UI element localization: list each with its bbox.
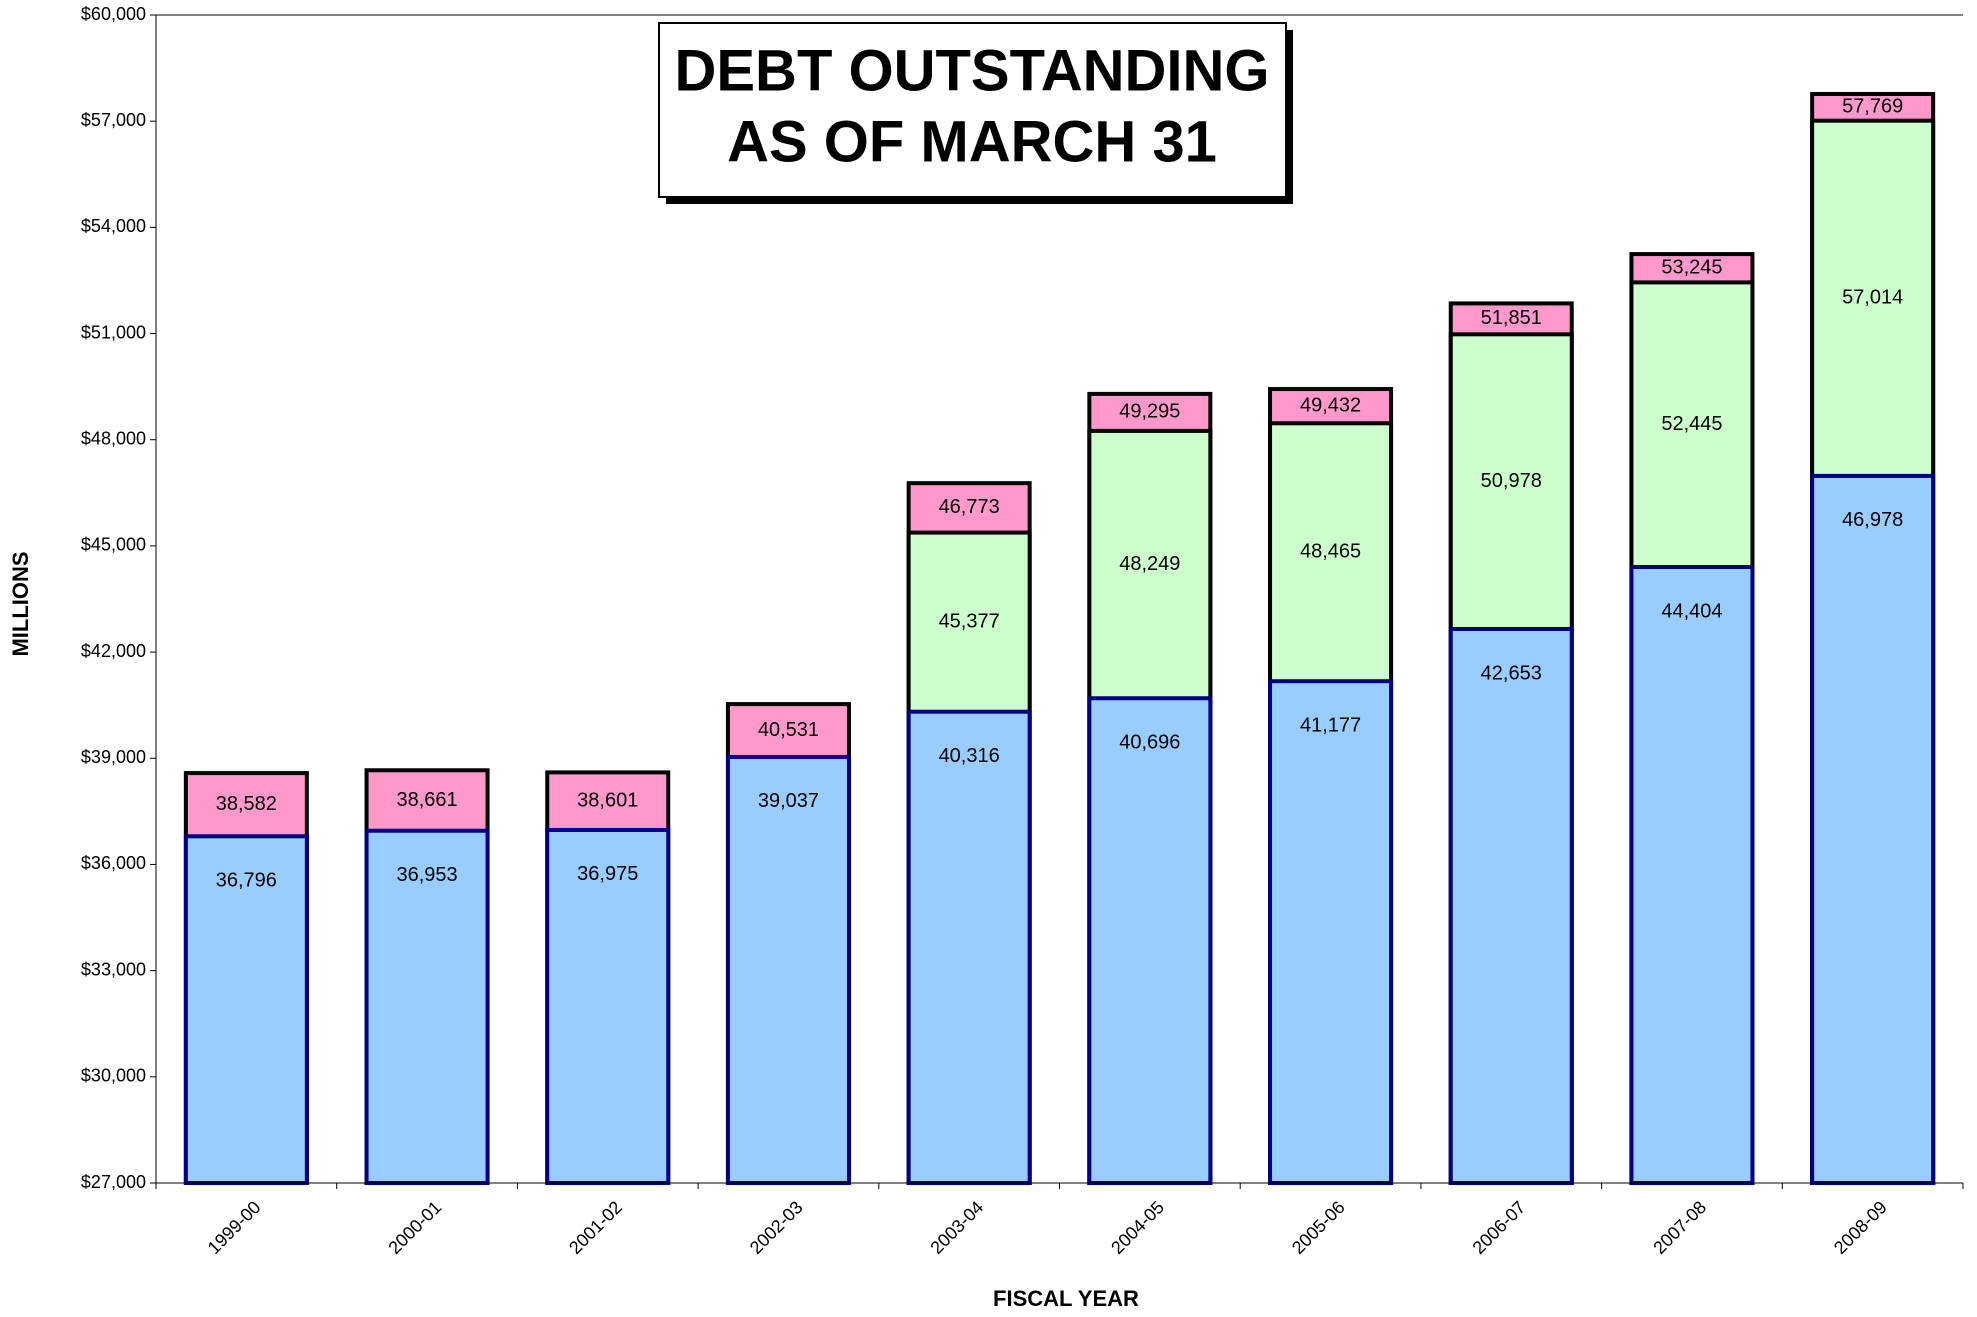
- y-tick-label: $39,000: [81, 747, 146, 767]
- y-tick-label: $36,000: [81, 853, 146, 873]
- x-tick-label: 2005-06: [1288, 1197, 1349, 1258]
- x-tick-label: 2007-08: [1649, 1197, 1710, 1258]
- value-label: 57,769: [1842, 96, 1903, 118]
- y-tick-label: $51,000: [81, 322, 146, 342]
- value-label: 38,582: [216, 793, 277, 815]
- value-label: 49,432: [1300, 394, 1361, 416]
- value-label: 41,177: [1300, 715, 1361, 737]
- value-label: 36,796: [216, 870, 277, 892]
- value-label: 51,851: [1481, 307, 1542, 329]
- value-label: 40,316: [939, 745, 1000, 767]
- x-tick-label: 2006-07: [1469, 1197, 1530, 1258]
- value-label: 38,661: [396, 789, 457, 811]
- x-tick-label: 2002-03: [746, 1197, 807, 1258]
- bar: [545, 827, 671, 1185]
- value-label: 52,445: [1661, 413, 1722, 435]
- y-tick-label: $60,000: [81, 4, 146, 24]
- bar: [906, 709, 1032, 1185]
- value-label: 46,978: [1842, 509, 1903, 531]
- y-axis-title: MILLIONS: [8, 551, 33, 656]
- value-label: 48,465: [1300, 541, 1361, 563]
- value-label: 40,696: [1119, 732, 1180, 754]
- bar: [725, 754, 851, 1185]
- bar: [1810, 473, 1936, 1185]
- bar: [364, 828, 490, 1185]
- y-tick-label: $54,000: [81, 216, 146, 236]
- bar: [1448, 626, 1574, 1185]
- chart-title: DEBT OUTSTANDING: [674, 38, 1269, 103]
- value-label: 48,249: [1119, 553, 1180, 575]
- value-label: 57,014: [1842, 287, 1903, 309]
- value-label: 49,295: [1119, 401, 1180, 423]
- y-tick-label: $33,000: [81, 959, 146, 979]
- y-tick-label: $57,000: [81, 110, 146, 130]
- x-tick-label: 1999-00: [204, 1197, 265, 1258]
- value-label: 53,245: [1661, 257, 1722, 279]
- value-label: 50,978: [1481, 470, 1542, 492]
- value-label: 42,653: [1481, 662, 1542, 684]
- bar: [1268, 679, 1394, 1185]
- value-label: 38,601: [577, 789, 638, 811]
- y-tick-label: $27,000: [81, 1172, 146, 1192]
- value-label: 36,975: [577, 863, 638, 885]
- y-tick-label: $45,000: [81, 535, 146, 555]
- value-label: 45,377: [939, 610, 1000, 632]
- y-tick-label: $48,000: [81, 428, 146, 448]
- x-tick-label: 2003-04: [926, 1197, 987, 1258]
- bar: [1629, 565, 1755, 1185]
- y-tick-label: $30,000: [81, 1066, 146, 1086]
- bar: [1087, 696, 1213, 1186]
- chart-title: AS OF MARCH 31: [727, 109, 1217, 174]
- bar: [183, 834, 309, 1185]
- y-tick-label: $42,000: [81, 641, 146, 661]
- x-tick-label: 2000-01: [384, 1197, 445, 1258]
- x-tick-label: 2008-09: [1830, 1197, 1891, 1258]
- value-label: 46,773: [939, 496, 1000, 518]
- x-axis-title: FISCAL YEAR: [993, 1286, 1139, 1311]
- value-label: 39,037: [758, 790, 819, 812]
- value-label: 36,953: [396, 864, 457, 886]
- value-label: 44,404: [1661, 600, 1722, 622]
- x-tick-label: 2004-05: [1107, 1197, 1168, 1258]
- value-label: 40,531: [758, 719, 819, 741]
- x-tick-label: 2001-02: [565, 1197, 626, 1258]
- title-box: [658, 22, 1287, 198]
